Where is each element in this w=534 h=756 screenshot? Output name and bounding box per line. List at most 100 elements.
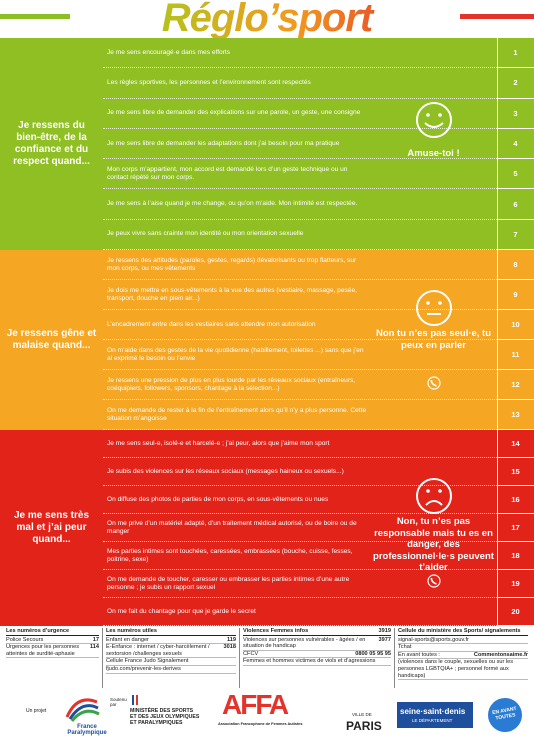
row-number: 7 xyxy=(497,220,534,251)
footer-column: Cellule du ministère des Sports/ signale… xyxy=(395,628,531,688)
face-icon xyxy=(416,102,452,139)
section-message: Non, tu n’es pas responsable mais tu es … xyxy=(373,516,494,573)
footer-column: Les numéros utiles Enfant en danger 119 E-E… xyxy=(103,628,240,688)
title: Réglo’sport xyxy=(0,0,534,41)
phone-icon xyxy=(427,376,441,390)
footer-label: En avant toutes : xyxy=(398,651,440,658)
row-number: 5 xyxy=(497,159,534,190)
statement: On me demande de rester à la fin de l’en… xyxy=(103,400,497,430)
footer-number: 3919 xyxy=(378,628,391,634)
footer-label: Tchat xyxy=(398,644,412,651)
statement: Mes parties intimes sont touchées, cares… xyxy=(103,542,497,570)
footer-label: CFCV xyxy=(243,650,259,657)
footer-label: Police Secours xyxy=(6,636,44,643)
section-label: Je ressens du bien-être, de la confiance… xyxy=(13,120,90,168)
statement: Je me sens à l’aise quand je me change, … xyxy=(103,190,497,220)
footer-title: Cellule du ministère des Sports/ signale… xyxy=(398,628,521,634)
section-bg xyxy=(0,430,534,626)
column-divider xyxy=(497,430,498,626)
footer-label: Urgences pour les personnes atteintes de… xyxy=(6,644,80,657)
footer-heading: Les numéros d’urgence xyxy=(6,628,99,636)
section-label: Je ressens gêne et malaise quand... xyxy=(6,328,97,351)
section-message: Non tu n’es pas seul·e, tu peux en parle… xyxy=(375,328,492,351)
section-bg xyxy=(0,250,534,430)
footer-label: Violences sur personnes vulnérables - âg… xyxy=(243,636,366,650)
footer-label: (violences dans le couple, sexuelles ou … xyxy=(398,659,514,679)
section-message: Amuse-toi ! xyxy=(407,148,460,160)
footer-item: fjudo.com/prevenir-les-derives xyxy=(106,666,236,674)
ssd-box xyxy=(397,702,473,728)
statement: Je me sens libre de demander des explica… xyxy=(103,99,497,129)
statement: Je me sens encouragé·e dans mes efforts xyxy=(103,38,497,69)
ssd-logo: seine·saint·denis xyxy=(400,707,466,716)
footer-heading: Violences Femmes infos 3919 xyxy=(243,628,391,636)
footer-item: Police Secours 17 xyxy=(6,637,99,645)
section-bg xyxy=(0,38,534,251)
face-icon xyxy=(416,478,452,514)
statement: L’encadrement entre dans les vestiaires … xyxy=(103,310,497,340)
paralympic-text: France Paralympique xyxy=(67,724,107,736)
logo-caption: Soutenu par xyxy=(110,697,127,707)
footer-column: Violences Femmes infos 3919 Violences sur … xyxy=(240,628,395,688)
logo-caption: Un projet xyxy=(26,708,47,714)
row-number: 1 xyxy=(497,38,534,69)
footer-item: Violences sur personnes vulnérables - âg… xyxy=(243,637,391,651)
statement: Je me sens libre de demander les adaptat… xyxy=(103,129,497,160)
footer-column: Les numéros d’urgence Police Secours 17 Urg… xyxy=(3,628,103,688)
footer-title: Les numéros d’urgence xyxy=(6,628,70,634)
footer-item: En avant toutes : Commentonsaime.fr xyxy=(398,652,528,660)
row-number: 16 xyxy=(497,486,534,514)
column-divider xyxy=(497,250,498,430)
footer-item: Femmes et hommes victimes de viols et d’… xyxy=(243,658,391,666)
ministry-text: MINISTÈRE DES SPORTS ET DES JEUX OLYMPIQ… xyxy=(130,708,200,726)
footer-label: E-Enfance : internet / cyber-harcèlement… xyxy=(106,644,210,657)
footer-item: Cellule France Judo Signalement xyxy=(106,658,236,666)
section-label: Je me sens très mal et j’ai peur quand..… xyxy=(13,510,90,545)
footer-item: signal-sports@sports.gouv.fr xyxy=(398,637,528,645)
row-number: 2 xyxy=(497,68,534,99)
footer-label: Enfant en danger xyxy=(106,636,149,643)
column-divider xyxy=(497,38,498,251)
row-number: 6 xyxy=(497,190,534,220)
row-number: 9 xyxy=(497,280,534,310)
row-number: 19 xyxy=(497,570,534,598)
statement: On me demande de toucher, caresser ou em… xyxy=(103,570,497,598)
footer-heading: Les numéros utiles xyxy=(106,628,236,636)
footer-item: Enfant en danger 119 xyxy=(106,637,236,645)
phone-icon xyxy=(427,574,441,588)
row-number: 18 xyxy=(497,542,534,570)
row-number: 13 xyxy=(497,400,534,430)
statement: On me prive d’un matériel adapté, d’un t… xyxy=(103,514,497,542)
statement: On me fait du chantage pour que je garde… xyxy=(103,598,497,626)
face-icon xyxy=(416,290,452,326)
ssd-text: LE DÉPARTEMENT xyxy=(412,718,453,723)
paris-logo: PARIS xyxy=(346,719,382,733)
footer-number: 114 xyxy=(89,644,99,651)
footer-number: Commentonsaime.fr xyxy=(473,651,528,658)
footer-label: Femmes et hommes victimes de viols et d’… xyxy=(243,658,376,665)
affa-text: Association Francophone de Femmes Autist… xyxy=(218,722,303,726)
statement: Les règles sportives, les personnes et l… xyxy=(103,68,497,99)
footer-number: 0800 05 95 95 xyxy=(355,650,391,657)
row-number: 11 xyxy=(497,340,534,370)
row-number: 15 xyxy=(497,458,534,486)
row-number: 10 xyxy=(497,310,534,340)
footer-number: 17 xyxy=(92,636,99,643)
statement: Je dois me mettre en sous-vêtements à la… xyxy=(103,280,497,310)
footer-label: Cellule France Judo Signalement xyxy=(106,658,189,665)
statement: Je ressens des attitudes (paroles, geste… xyxy=(103,250,497,280)
statement: Je peux vivre sans crainte mon identité … xyxy=(103,220,497,251)
flag xyxy=(132,695,138,705)
statement: Je ressens une pression de plus en plus … xyxy=(103,370,497,400)
row-number: 17 xyxy=(497,514,534,542)
affa-logo: AFFA xyxy=(222,689,289,720)
statement: Je subis des violences sur les réseaux s… xyxy=(103,458,497,486)
row-number: 3 xyxy=(497,99,534,129)
footer-item: Urgences pour les personnes atteintes de… xyxy=(6,644,99,659)
paris-sub: VILLE DE xyxy=(352,712,372,717)
statement: On diffuse des photos de parties de mon … xyxy=(103,486,497,514)
row-number: 8 xyxy=(497,250,534,280)
footer-item: E-Enfance : internet / cyber-harcèlement… xyxy=(106,644,236,659)
row-number: 20 xyxy=(497,598,534,626)
